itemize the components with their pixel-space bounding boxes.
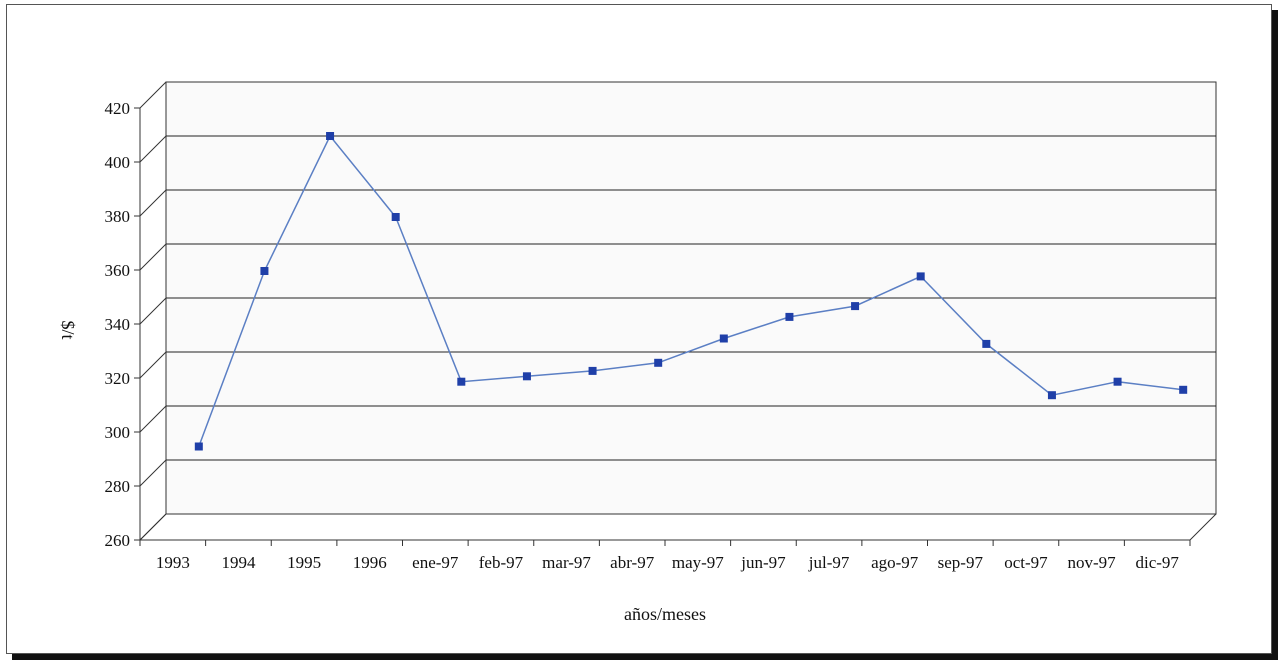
y-tick-label: 340 [105, 315, 131, 334]
data-point-marker [654, 358, 663, 367]
y-tick-label: 320 [105, 369, 131, 388]
y-tick-depth-line [139, 135, 167, 163]
data-point-marker [982, 339, 991, 348]
y-tick-label: 420 [105, 99, 131, 118]
x-tick-label: oct-97 [1004, 553, 1048, 572]
series-line [198, 134, 1184, 447]
y-tick-label: 300 [105, 423, 131, 442]
data-point-marker [194, 442, 203, 451]
data-point-marker [719, 334, 728, 343]
y-tick-depth-line [139, 81, 167, 109]
x-tick-label: sep-97 [938, 553, 984, 572]
axes: 260 280 300 320 340 360 380 400 420 1993 1994 1995 1… [105, 81, 1191, 572]
x-tick-label: 1995 [287, 553, 321, 572]
y-tick-label: 260 [105, 531, 131, 550]
y-tick-depth-line [139, 243, 167, 271]
data-point-marker [588, 366, 597, 375]
y-tick-label: 360 [105, 261, 131, 280]
data-point-marker [851, 302, 860, 311]
y-tick-depth-line [139, 297, 167, 325]
x-tick-label: dic-97 [1135, 553, 1179, 572]
x-tick-label: mar-97 [542, 553, 591, 572]
y-axis-title: $/t [58, 320, 78, 339]
y-tick-label: 280 [105, 477, 131, 496]
y-tick-depth-line [139, 189, 167, 217]
data-point-marker [916, 272, 925, 281]
y-tick-depth-line [139, 405, 167, 433]
y-tick-depth-line [139, 351, 167, 379]
x-tick-label: jul-97 [808, 553, 850, 572]
x-tick-label: 1993 [156, 553, 190, 572]
data-point-marker [457, 377, 466, 386]
x-tick-label: feb-97 [479, 553, 524, 572]
y-tick-depth-line [139, 513, 167, 541]
series [194, 132, 1188, 451]
data-point-marker [1179, 385, 1188, 394]
y-tick-label: 400 [105, 153, 131, 172]
plot-area [139, 81, 1217, 541]
x-axis-title: años/meses [624, 604, 706, 624]
data-point-marker [522, 372, 531, 381]
x-tick-label: 1994 [221, 553, 256, 572]
data-point-marker [1113, 377, 1122, 386]
x-tick-label: nov-97 [1067, 553, 1116, 572]
data-point-marker [326, 132, 335, 140]
data-point-marker [260, 267, 269, 275]
data-point-marker [391, 213, 400, 221]
x-tick-label: abr-97 [610, 553, 655, 572]
x-tick-label: ene-97 [412, 553, 459, 572]
x-tick-label: ago-97 [871, 553, 919, 572]
y-tick-label: 380 [105, 207, 131, 226]
x-tick-label: may-97 [672, 553, 724, 572]
floor-edge-right [1189, 513, 1217, 541]
x-tick-label: jun-97 [740, 553, 786, 572]
x-tick-label: 1996 [353, 553, 387, 572]
data-point-marker [1047, 391, 1056, 400]
data-point-marker [785, 312, 794, 321]
y-tick-depth-line [139, 459, 167, 487]
